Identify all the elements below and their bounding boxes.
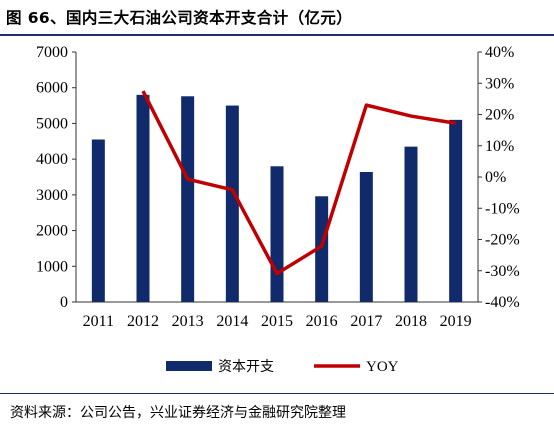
x-tick-label: 2014 [216,313,248,330]
bar [404,146,418,302]
right-tick-label: 0% [485,169,506,186]
legend: 资本开支 YOY [166,359,399,375]
left-tick-label: 5000 [36,115,68,132]
legend-label-line: YOY [366,359,399,375]
title-divider [0,34,554,36]
bar [136,94,150,302]
bar [359,172,373,302]
left-tick-label: 0 [60,294,68,311]
bar [181,96,195,303]
left-tick-label: 6000 [36,80,68,97]
yoy-line [141,90,456,276]
right-tick-label: -10% [485,200,520,217]
x-tick-label: 2015 [261,313,293,330]
x-tick-label: 2017 [350,313,382,330]
tick-labels: 0 1000 2000 3000 4000 5000 6000 7000 -40% -30% -20… [36,44,520,330]
right-tick-label: -30% [485,263,520,280]
x-tick-label: 2013 [172,313,204,330]
bar [315,196,329,302]
legend-label-bar: 资本开支 [218,359,274,375]
right-tick-label: 40% [485,44,514,61]
right-tick-label: 30% [485,75,514,92]
right-tick-label: 10% [485,138,514,155]
x-tick-label: 2012 [127,313,159,330]
right-tick-label: 20% [485,107,514,124]
left-tick-label: 7000 [36,44,68,61]
left-tick-label: 4000 [36,151,68,168]
left-tick-label: 3000 [36,187,68,204]
bar [91,139,105,302]
right-tick-label: -40% [485,294,520,311]
left-tick-label: 2000 [36,223,68,240]
source-divider [0,393,554,394]
x-tick-label: 2019 [440,313,472,330]
x-tick-label: 2016 [306,313,338,330]
bar [449,119,463,302]
bar-series [91,94,463,303]
x-tick-label: 2011 [83,313,114,330]
chart: 0 1000 2000 3000 4000 5000 6000 7000 -40% -30% -20… [36,44,520,375]
legend-swatch-bar [166,361,212,371]
right-tick-label: -20% [485,232,520,249]
bar [225,105,239,302]
bar [270,166,284,302]
figure-title: 图 66、国内三大石油公司资本开支合计（亿元） [6,9,353,27]
yoy-series [141,90,456,276]
x-tick-label: 2018 [395,313,427,330]
left-tick-label: 1000 [36,258,68,275]
source-note: 资料来源：公司公告，兴业证券经济与金融研究院整理 [10,405,346,421]
